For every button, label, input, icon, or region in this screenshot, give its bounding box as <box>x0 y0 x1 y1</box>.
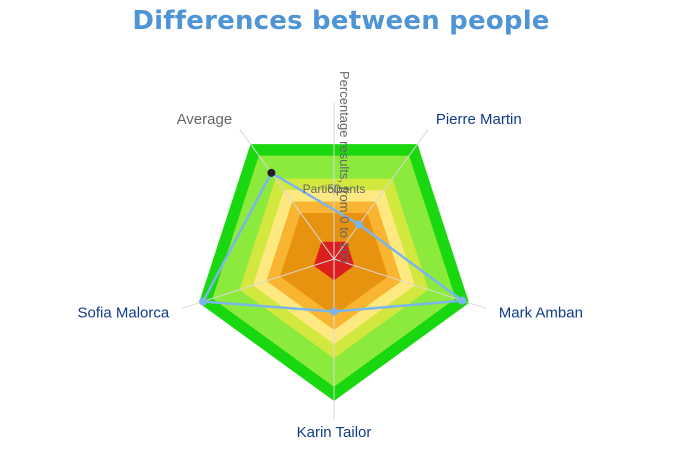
spoke-line <box>181 258 335 310</box>
category-label: Sofia Malorca <box>78 305 170 322</box>
series-line <box>201 171 464 313</box>
category-label: Karin Tailor <box>297 424 372 441</box>
labels-layer: Pierre Martin Mark Amban Karin Tailor Sofia… <box>78 71 583 441</box>
band-label: 50 <box>327 182 341 196</box>
data-point[interactable] <box>355 220 364 229</box>
category-label: Average <box>177 111 233 128</box>
data-point[interactable] <box>330 307 338 316</box>
band-label: Participants <box>303 182 366 196</box>
radial-axis-title: Percentage results, from 0 to 100 <box>337 71 352 263</box>
chart-title: Differences between people <box>132 6 550 36</box>
data-point[interactable] <box>458 296 467 305</box>
average-point[interactable] <box>267 168 276 177</box>
data-point[interactable] <box>199 297 208 306</box>
spoke-line <box>333 128 429 260</box>
spoke-line <box>239 128 335 260</box>
series-layer <box>199 168 467 316</box>
category-label: Mark Amban <box>499 305 583 322</box>
category-label: Pierre Martin <box>436 111 522 128</box>
